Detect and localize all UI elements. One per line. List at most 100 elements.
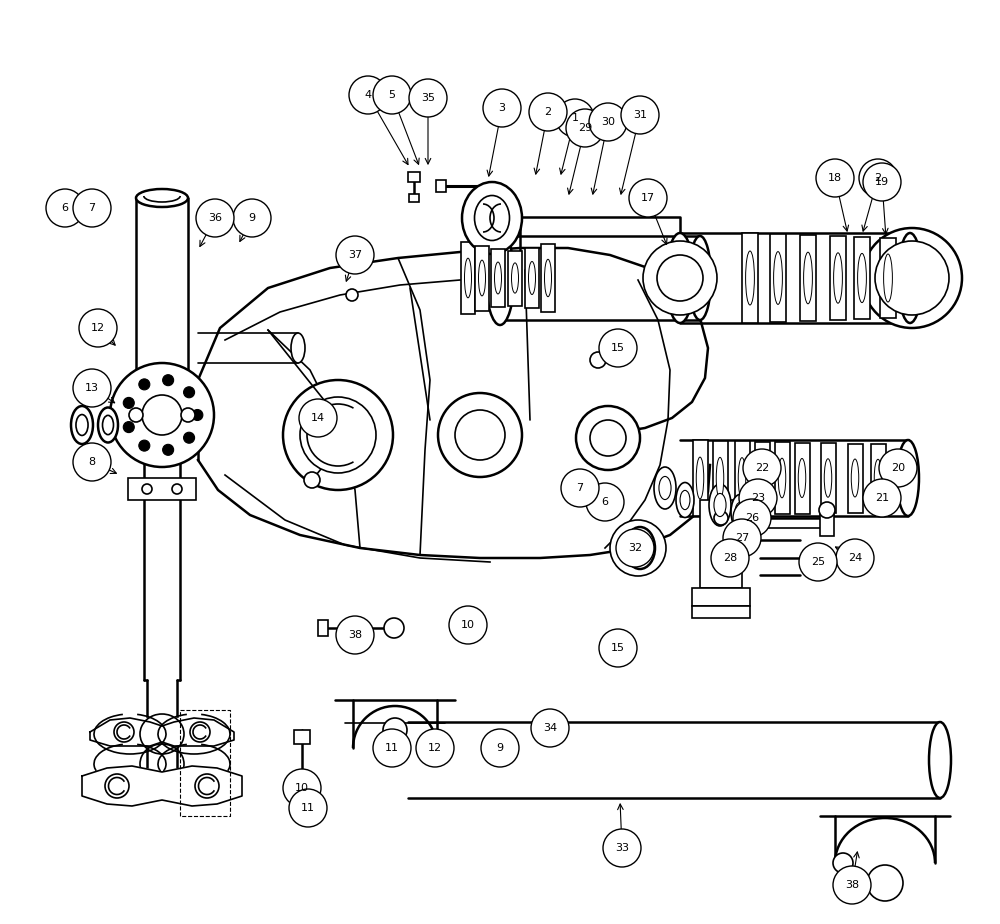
- Circle shape: [643, 241, 717, 315]
- Circle shape: [373, 76, 411, 114]
- Text: 25: 25: [811, 557, 825, 567]
- Circle shape: [590, 352, 606, 368]
- Circle shape: [190, 722, 210, 742]
- Ellipse shape: [858, 253, 866, 302]
- Bar: [541, 244, 555, 312]
- Ellipse shape: [291, 333, 305, 363]
- Circle shape: [859, 159, 897, 197]
- Circle shape: [799, 543, 837, 581]
- Circle shape: [110, 363, 214, 467]
- Circle shape: [139, 440, 150, 451]
- Circle shape: [867, 865, 903, 901]
- Text: 31: 31: [633, 110, 647, 120]
- Text: 23: 23: [751, 493, 765, 503]
- Text: 19: 19: [875, 177, 889, 187]
- Text: 1: 1: [572, 113, 578, 123]
- Ellipse shape: [735, 503, 745, 522]
- Circle shape: [79, 309, 117, 347]
- Text: 29: 29: [578, 123, 592, 133]
- Ellipse shape: [716, 457, 724, 499]
- Text: 28: 28: [723, 553, 737, 563]
- Ellipse shape: [464, 258, 472, 298]
- Ellipse shape: [631, 535, 649, 561]
- Ellipse shape: [654, 467, 676, 509]
- Text: 13: 13: [85, 383, 99, 393]
- Text: 38: 38: [845, 880, 859, 890]
- Circle shape: [819, 502, 835, 518]
- Text: 37: 37: [348, 250, 362, 260]
- Bar: [491, 249, 505, 307]
- Ellipse shape: [874, 459, 882, 497]
- Text: 9: 9: [248, 213, 256, 223]
- Ellipse shape: [494, 262, 502, 294]
- Bar: [870, 444, 886, 512]
- Ellipse shape: [696, 457, 704, 499]
- Bar: [408, 172, 420, 182]
- Ellipse shape: [834, 253, 842, 303]
- Circle shape: [657, 255, 703, 301]
- Text: 26: 26: [745, 513, 759, 523]
- Bar: [126, 401, 198, 429]
- Circle shape: [129, 408, 143, 422]
- Circle shape: [142, 395, 182, 435]
- Circle shape: [622, 532, 654, 564]
- Bar: [475, 246, 489, 310]
- Circle shape: [73, 443, 111, 481]
- Text: 36: 36: [208, 213, 222, 223]
- Ellipse shape: [528, 261, 536, 295]
- Circle shape: [556, 99, 594, 137]
- Ellipse shape: [824, 458, 832, 497]
- Bar: [848, 444, 862, 513]
- Circle shape: [711, 539, 749, 577]
- Circle shape: [142, 484, 152, 494]
- Bar: [294, 730, 310, 744]
- Circle shape: [336, 236, 374, 274]
- Bar: [774, 442, 790, 514]
- Text: 20: 20: [891, 463, 905, 473]
- Circle shape: [163, 374, 174, 385]
- Bar: [820, 510, 834, 536]
- Ellipse shape: [731, 494, 749, 529]
- Ellipse shape: [479, 261, 486, 296]
- Bar: [800, 235, 816, 321]
- Bar: [692, 440, 708, 516]
- Text: 17: 17: [641, 193, 655, 203]
- Ellipse shape: [76, 415, 88, 435]
- Circle shape: [589, 103, 627, 141]
- Circle shape: [123, 397, 134, 408]
- Circle shape: [299, 399, 337, 437]
- Ellipse shape: [475, 196, 510, 240]
- Circle shape: [599, 629, 637, 667]
- Text: 21: 21: [875, 493, 889, 503]
- Ellipse shape: [709, 484, 731, 526]
- Text: 9: 9: [496, 743, 504, 753]
- Circle shape: [483, 89, 521, 127]
- Circle shape: [283, 769, 321, 807]
- Circle shape: [836, 539, 874, 577]
- Ellipse shape: [884, 254, 892, 302]
- Ellipse shape: [659, 477, 671, 500]
- Text: 12: 12: [91, 323, 105, 333]
- Circle shape: [416, 729, 454, 767]
- Ellipse shape: [738, 457, 746, 498]
- Circle shape: [455, 410, 505, 460]
- Ellipse shape: [758, 458, 766, 498]
- Bar: [409, 194, 419, 202]
- Ellipse shape: [291, 777, 313, 787]
- Bar: [770, 234, 786, 322]
- Text: 2: 2: [874, 173, 882, 183]
- Circle shape: [283, 380, 393, 490]
- Ellipse shape: [136, 189, 188, 207]
- Bar: [794, 443, 810, 514]
- Ellipse shape: [897, 440, 919, 516]
- Circle shape: [599, 329, 637, 367]
- Circle shape: [184, 387, 195, 397]
- Circle shape: [863, 163, 901, 201]
- Circle shape: [73, 369, 111, 407]
- Circle shape: [300, 397, 376, 473]
- Ellipse shape: [929, 722, 951, 798]
- Circle shape: [172, 484, 182, 494]
- Circle shape: [714, 551, 728, 565]
- Ellipse shape: [798, 458, 806, 497]
- Ellipse shape: [486, 231, 514, 325]
